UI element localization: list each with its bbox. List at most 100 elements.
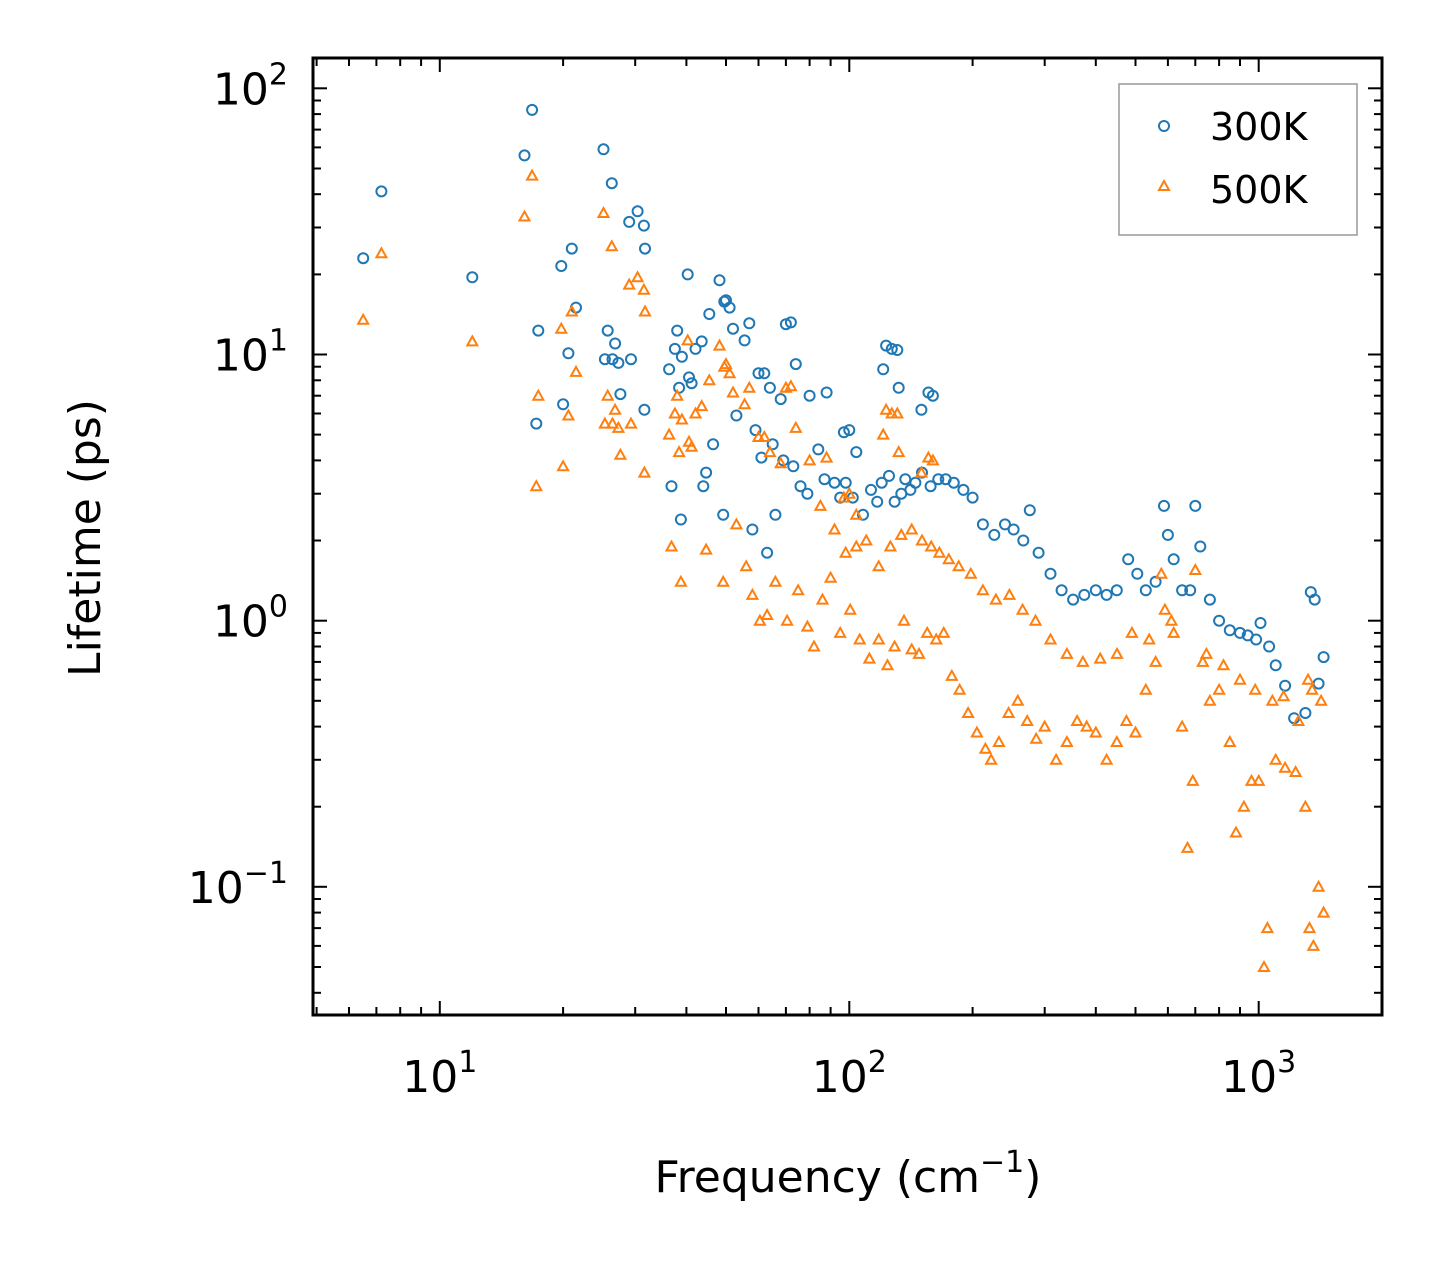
data-point-500k (1029, 731, 1043, 744)
data-point-300k (803, 389, 816, 402)
x-tick-label: 102 (812, 1045, 887, 1103)
data-point-300k (761, 546, 774, 559)
data-point-500k (1076, 654, 1090, 667)
data-point-300k (1167, 553, 1180, 566)
data-point-500k (823, 570, 838, 583)
data-point-300k (565, 242, 578, 255)
data-point-500k (598, 416, 612, 429)
data-point-500k (729, 517, 744, 530)
data-point-300k (749, 424, 762, 437)
data-point-500k (791, 583, 805, 596)
data-point-500k (815, 592, 830, 605)
data-point-500k (887, 639, 902, 652)
data-point-500k (807, 639, 821, 652)
data-point-300k (988, 528, 1001, 541)
data-point-500k (945, 668, 959, 681)
data-point-300k (625, 353, 637, 366)
data-point-500k (1196, 654, 1210, 667)
data-point-300k (1055, 584, 1068, 597)
data-point-300k (685, 377, 698, 390)
data-point-500k (932, 545, 947, 558)
data-point-300k (1184, 584, 1197, 597)
data-point-500k (664, 539, 679, 552)
data-point-300k (671, 324, 684, 337)
data-point-500k (914, 465, 929, 478)
data-point-300k (758, 367, 771, 380)
data-point-300k (738, 334, 751, 347)
data-point-300k (1007, 523, 1020, 536)
data-point-500k (525, 168, 539, 181)
data-point-300k (601, 324, 614, 337)
data-point-300k (1213, 614, 1226, 627)
data-point-300k (639, 242, 651, 255)
data-point-300k (1189, 499, 1202, 512)
data-point-500k (1302, 921, 1317, 934)
data-point-500k (742, 380, 756, 393)
data-point-500k (1015, 602, 1030, 615)
y-axis-title: Lifetime (ps) (60, 399, 111, 677)
data-point-500k (1203, 693, 1217, 706)
data-point-500k (556, 459, 570, 472)
data-point-500k (774, 456, 788, 469)
data-point-300k (746, 523, 759, 536)
data-point-300k (668, 342, 681, 355)
data-point-300k (1044, 567, 1057, 580)
scatter-points (356, 103, 1331, 972)
data-point-500k (833, 625, 847, 638)
data-point-300k (713, 274, 726, 287)
data-point-500k (1110, 734, 1124, 747)
data-point-300k (727, 322, 739, 335)
data-point-300k (891, 344, 904, 356)
data-point-500k (1060, 646, 1074, 659)
data-point-500k (613, 447, 628, 460)
data-point-300k (837, 426, 850, 439)
data-point-300k (700, 466, 713, 479)
data-point-500k (1276, 689, 1291, 702)
data-point-500k (964, 566, 978, 579)
y-tick-label: 100 (213, 590, 288, 648)
data-point-300k (606, 353, 619, 366)
series-500k (356, 168, 1331, 972)
data-point-500k (605, 239, 619, 252)
data-point-500k (1229, 825, 1243, 838)
data-point-300k (766, 438, 779, 451)
data-point-500k (992, 734, 1006, 747)
data-point-300k (839, 476, 852, 489)
data-point-300k (924, 480, 937, 493)
data-point-300k (999, 518, 1011, 531)
data-point-300k (787, 460, 800, 473)
data-point-300k (717, 508, 730, 521)
plot-frame (311, 56, 1384, 1017)
data-point-300k (1122, 553, 1135, 566)
data-point-300k (1254, 617, 1267, 629)
data-point-500k (1257, 959, 1271, 972)
axis-ticks (313, 58, 1383, 1015)
data-point-500k (554, 321, 568, 334)
data-point-300k (1317, 651, 1330, 664)
data-point-500k (1043, 632, 1058, 645)
data-point-300k (755, 451, 768, 464)
data-point-500k (849, 507, 863, 520)
data-point-500k (565, 304, 579, 317)
data-point-500k (529, 479, 543, 492)
data-point-500k (1223, 734, 1237, 747)
data-point-300k (526, 103, 539, 116)
legend-label-500k: 500K (1210, 168, 1309, 212)
data-point-500k (897, 613, 911, 626)
x-axis-title: Frequency (cm−1) (655, 1145, 1042, 1203)
data-point-500k (872, 632, 886, 645)
data-point-300k (877, 363, 890, 376)
data-point-300k (1161, 528, 1174, 541)
data-point-500k (1148, 654, 1163, 667)
data-point-500k (1154, 566, 1168, 579)
data-point-500k (637, 282, 651, 295)
data-point-300k (723, 301, 736, 314)
data-point-500k (757, 429, 771, 442)
data-point-300k (1308, 593, 1321, 606)
data-point-500k (662, 427, 676, 440)
data-point-500k (952, 559, 966, 572)
data-point-500k (1099, 752, 1114, 765)
data-point-300k (1269, 659, 1282, 672)
data-point-300k (597, 143, 610, 156)
data-point-500k (839, 545, 853, 558)
